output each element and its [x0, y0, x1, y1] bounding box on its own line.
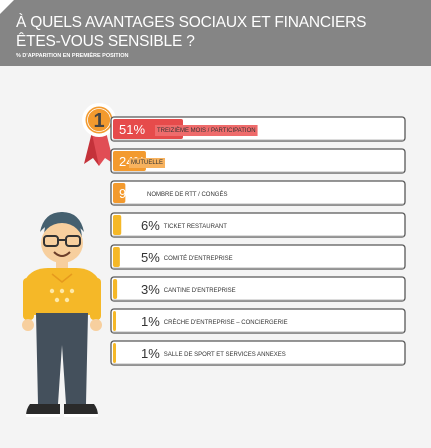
bar-6: [113, 279, 118, 299]
bar-baseline-3: [112, 203, 404, 205]
bar-track-3: [110, 180, 406, 206]
bar-category-label-7: CRÈCHE D'ENTREPRISE – CONCIERGERIE: [164, 319, 288, 326]
bar-value-label-3: 9%: [119, 186, 138, 201]
chart-title-line1: À QUELS AVANTAGES SOCIAUX ET FINANCIERS: [16, 14, 367, 31]
bar-5: [113, 247, 120, 267]
bar-baseline-4: [112, 235, 404, 237]
bar-track-5: [110, 244, 406, 270]
bar-category-label-1: TREIZIÈME MOIS / PARTICIPATION: [157, 127, 256, 134]
chart-subtitle: % D'APPARITION EN PREMIÈRE POSITION: [16, 53, 129, 59]
bar-value-label-8: 1%: [141, 346, 160, 361]
person-illustration: [22, 212, 102, 417]
bar-category-label-2: MUTUELLE: [131, 160, 163, 166]
bar-baseline-7: [112, 331, 404, 333]
bar-baseline-2: [112, 171, 404, 173]
bar-value-label-7: 1%: [141, 314, 160, 329]
bar-track-6: [110, 276, 406, 302]
bar-3: [113, 183, 126, 203]
bar-category-label-5: COMITÉ D'ENTREPRISE: [164, 255, 233, 262]
header-banner: À QUELS AVANTAGES SOCIAUX ET FINANCIERS …: [0, 0, 431, 66]
bar-baseline-5: [112, 267, 404, 269]
bar-baseline-1: [112, 139, 404, 141]
bar-value-label-5: 5%: [141, 250, 160, 265]
bar-track-2: [110, 148, 406, 174]
corner-fold: [0, 0, 14, 14]
chart-title-line2: ÊTES-VOUS SENSIBLE ?: [16, 33, 195, 50]
bar-track-4: [110, 212, 406, 238]
bar-track-8: [110, 340, 406, 366]
bar-4: [113, 215, 122, 235]
bar-track-7: [110, 308, 406, 334]
category-highlight-2: [129, 158, 166, 168]
bar-value-label-6: 3%: [141, 282, 160, 297]
bar-value-label-4: 6%: [141, 218, 160, 233]
bar-category-label-8: SALLE DE SPORT ET SERVICES ANNEXES: [164, 352, 286, 358]
rank-badge-number: 1: [93, 110, 104, 132]
bar-category-label-4: TICKET RESTAURANT: [164, 224, 227, 230]
bar-baseline-8: [112, 363, 404, 365]
bar-category-label-6: CANTINE D'ENTREPRISE: [164, 288, 236, 294]
bar-baseline-6: [112, 299, 404, 301]
bar-category-label-3: NOMBRE DE RTT / CONGÉS: [147, 191, 227, 198]
bar-8: [113, 343, 116, 363]
bar-7: [113, 311, 116, 331]
category-highlight-1: [155, 125, 258, 136]
award-ribbon: [82, 103, 116, 166]
bar-value-label-1: 51%: [119, 122, 145, 137]
